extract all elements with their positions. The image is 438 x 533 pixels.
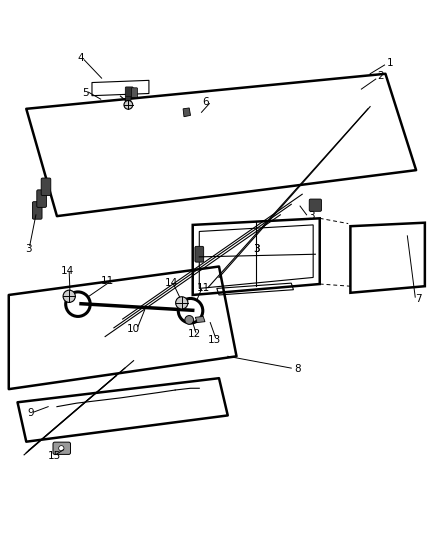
Text: 8: 8 bbox=[294, 365, 301, 374]
Text: 12: 12 bbox=[188, 329, 201, 340]
Text: 1: 1 bbox=[386, 58, 393, 68]
FancyBboxPatch shape bbox=[53, 442, 71, 455]
Text: 7: 7 bbox=[415, 294, 422, 304]
FancyBboxPatch shape bbox=[125, 87, 133, 98]
FancyBboxPatch shape bbox=[195, 246, 204, 262]
Circle shape bbox=[176, 297, 188, 309]
Text: 5: 5 bbox=[82, 88, 89, 99]
FancyBboxPatch shape bbox=[126, 96, 131, 103]
Text: 2: 2 bbox=[378, 71, 385, 81]
Text: 6: 6 bbox=[202, 97, 209, 107]
Text: 9: 9 bbox=[27, 408, 34, 418]
Polygon shape bbox=[195, 317, 205, 322]
Text: 4: 4 bbox=[78, 53, 85, 63]
Text: 11: 11 bbox=[101, 276, 114, 286]
Text: 14: 14 bbox=[165, 278, 178, 288]
Text: 10: 10 bbox=[127, 324, 140, 334]
Text: 3: 3 bbox=[307, 211, 314, 221]
Circle shape bbox=[63, 290, 75, 302]
Text: 3: 3 bbox=[253, 244, 260, 254]
Text: 15: 15 bbox=[48, 451, 61, 461]
Text: 13: 13 bbox=[208, 335, 221, 345]
FancyBboxPatch shape bbox=[32, 201, 42, 219]
FancyBboxPatch shape bbox=[309, 199, 321, 211]
Circle shape bbox=[124, 101, 133, 109]
Text: 11: 11 bbox=[197, 282, 210, 293]
Circle shape bbox=[59, 446, 64, 451]
FancyBboxPatch shape bbox=[37, 190, 46, 207]
Polygon shape bbox=[183, 108, 191, 117]
FancyBboxPatch shape bbox=[41, 178, 51, 196]
Text: 3: 3 bbox=[25, 244, 32, 254]
Text: 3: 3 bbox=[253, 244, 260, 254]
Circle shape bbox=[185, 316, 194, 324]
Text: 14: 14 bbox=[61, 266, 74, 276]
FancyBboxPatch shape bbox=[131, 88, 138, 98]
